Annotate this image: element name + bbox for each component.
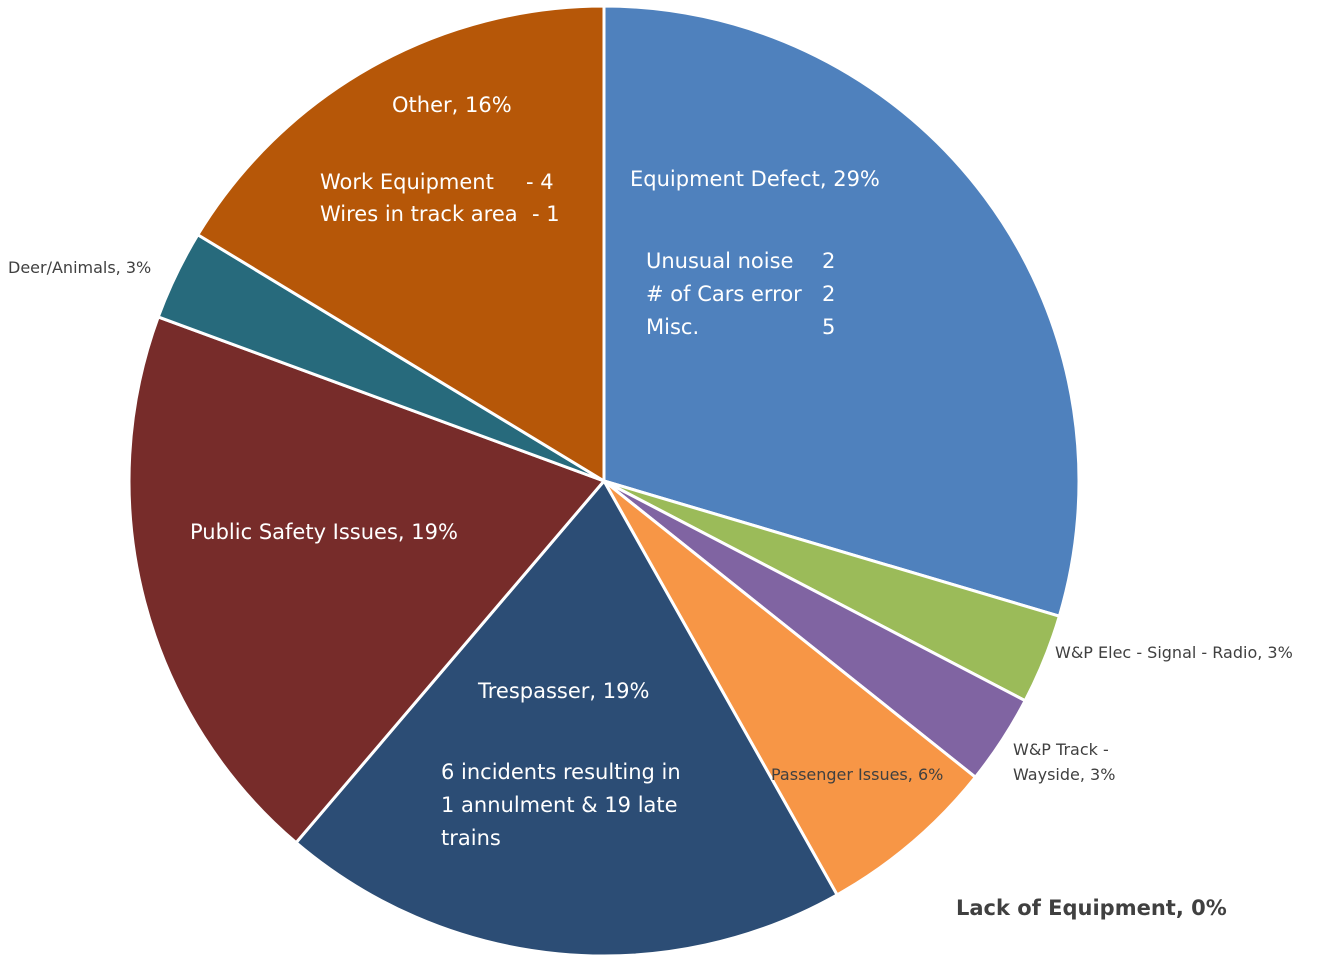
- detail-item-misc: Misc.: [646, 315, 699, 339]
- slice-label-public-safety: Public Safety Issues, 19%: [190, 520, 458, 544]
- pie-slices: [127, 4, 1081, 957]
- other-detail-item-work-equipment: Work Equipment: [320, 170, 494, 194]
- slice-label-passenger-issues: Passenger Issues, 6%: [771, 765, 943, 784]
- other-detail-count-wires: - 1: [532, 202, 560, 226]
- trespasser-detail-line2: 1 annulment & 19 late: [441, 793, 678, 817]
- slice-label-other: Other, 16%: [392, 93, 512, 117]
- detail-count-cars-error: 2: [822, 282, 835, 306]
- slice-trespasser: [294, 479, 839, 957]
- detail-item-cars-error: # of Cars error: [646, 282, 802, 306]
- other-detail-item-wires: Wires in track area: [320, 202, 518, 226]
- slice-label-lack-of-equipment: Lack of Equipment, 0%: [956, 896, 1227, 920]
- detail-count-misc: 5: [822, 315, 835, 339]
- detail-count-unusual-noise: 2: [822, 249, 835, 273]
- trespasser-detail-line1: 6 incidents resulting in: [441, 760, 681, 784]
- slice-label-equipment-defect: Equipment Defect, 29%: [630, 167, 880, 191]
- trespasser-detail-line3: trains: [441, 826, 501, 850]
- detail-item-unusual-noise: Unusual noise: [646, 249, 793, 273]
- other-detail-count-work-equipment: - 4: [526, 170, 554, 194]
- slice-label-wp-elec: W&P Elec - Signal - Radio, 3%: [1055, 643, 1293, 662]
- slice-label-wp-track-line1: W&P Track -: [1013, 740, 1109, 759]
- slice-equipment-defect: [602, 4, 1081, 618]
- slice-passenger-issues: [602, 479, 977, 897]
- slice-public-safety-issues: [127, 315, 606, 845]
- slice-other: [196, 4, 606, 483]
- slice-label-trespasser: Trespasser, 19%: [477, 679, 649, 703]
- slice-label-wp-track-line2: Wayside, 3%: [1013, 765, 1115, 784]
- slice-label-deer-animals: Deer/Animals, 3%: [8, 258, 151, 277]
